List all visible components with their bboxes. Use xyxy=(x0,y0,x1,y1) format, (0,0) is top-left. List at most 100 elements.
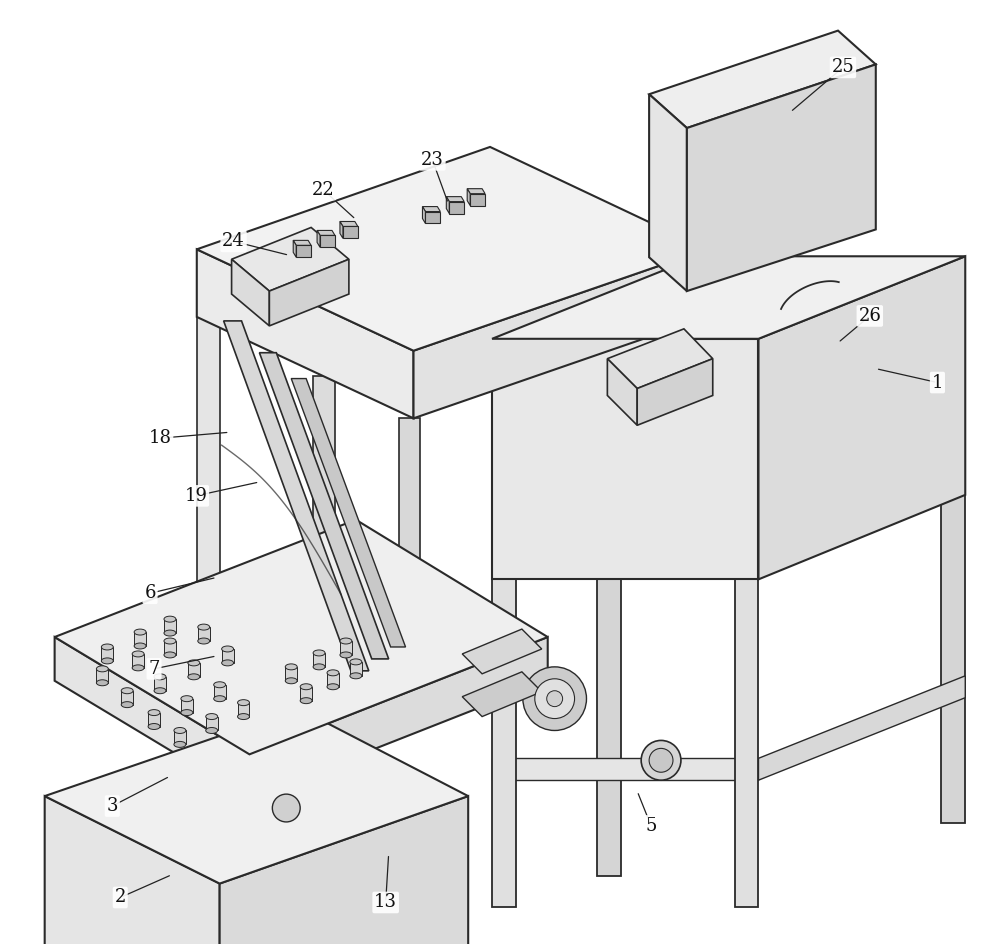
Polygon shape xyxy=(446,197,449,213)
Polygon shape xyxy=(45,708,468,884)
Polygon shape xyxy=(164,641,176,655)
Polygon shape xyxy=(350,662,362,676)
Text: 6: 6 xyxy=(144,584,156,602)
Ellipse shape xyxy=(206,727,218,734)
Text: 26: 26 xyxy=(858,307,881,325)
Polygon shape xyxy=(96,669,108,683)
Polygon shape xyxy=(462,671,542,717)
Ellipse shape xyxy=(313,650,325,656)
Polygon shape xyxy=(174,730,186,744)
Polygon shape xyxy=(269,259,349,326)
Polygon shape xyxy=(649,95,687,291)
Ellipse shape xyxy=(285,664,297,670)
Text: 3: 3 xyxy=(107,797,118,815)
Polygon shape xyxy=(425,211,440,223)
Polygon shape xyxy=(607,329,713,388)
Polygon shape xyxy=(296,245,311,258)
Polygon shape xyxy=(587,341,609,430)
Polygon shape xyxy=(293,241,311,245)
Polygon shape xyxy=(492,339,758,580)
Ellipse shape xyxy=(181,709,193,716)
Circle shape xyxy=(535,679,575,719)
Circle shape xyxy=(547,690,563,706)
Polygon shape xyxy=(343,226,358,239)
Ellipse shape xyxy=(214,682,226,688)
Text: 2: 2 xyxy=(115,888,126,906)
Ellipse shape xyxy=(174,727,186,734)
Ellipse shape xyxy=(181,696,193,702)
Text: 18: 18 xyxy=(149,429,172,447)
Polygon shape xyxy=(687,64,876,291)
Polygon shape xyxy=(224,321,369,670)
Polygon shape xyxy=(222,649,234,663)
Ellipse shape xyxy=(214,696,226,702)
Polygon shape xyxy=(197,249,414,419)
Polygon shape xyxy=(55,520,548,755)
Ellipse shape xyxy=(340,638,352,644)
Polygon shape xyxy=(449,202,464,213)
Ellipse shape xyxy=(198,638,210,644)
Polygon shape xyxy=(181,699,193,712)
Text: 1: 1 xyxy=(932,373,943,391)
Ellipse shape xyxy=(134,643,146,649)
Text: 13: 13 xyxy=(374,893,397,911)
Ellipse shape xyxy=(238,714,249,720)
Polygon shape xyxy=(132,654,144,668)
Ellipse shape xyxy=(174,742,186,747)
Polygon shape xyxy=(198,627,210,641)
Polygon shape xyxy=(941,495,965,823)
Polygon shape xyxy=(492,759,758,780)
Polygon shape xyxy=(285,667,297,681)
Text: 22: 22 xyxy=(312,181,334,199)
Polygon shape xyxy=(327,672,339,687)
Polygon shape xyxy=(340,641,352,655)
Text: 24: 24 xyxy=(222,232,245,250)
Polygon shape xyxy=(649,30,876,128)
Text: 25: 25 xyxy=(832,59,854,77)
Ellipse shape xyxy=(222,660,234,666)
Ellipse shape xyxy=(350,659,362,665)
Polygon shape xyxy=(340,222,343,239)
Ellipse shape xyxy=(350,672,362,679)
Ellipse shape xyxy=(148,709,160,716)
Polygon shape xyxy=(597,547,621,876)
Ellipse shape xyxy=(154,674,166,680)
Polygon shape xyxy=(422,206,425,223)
Ellipse shape xyxy=(164,638,176,644)
Ellipse shape xyxy=(101,658,113,664)
Ellipse shape xyxy=(121,688,133,694)
Polygon shape xyxy=(735,580,758,907)
Polygon shape xyxy=(259,352,389,659)
Polygon shape xyxy=(134,632,146,646)
Ellipse shape xyxy=(101,644,113,650)
Polygon shape xyxy=(148,712,160,726)
Polygon shape xyxy=(637,359,713,425)
Polygon shape xyxy=(422,206,440,211)
Ellipse shape xyxy=(238,700,249,706)
Polygon shape xyxy=(214,685,226,699)
Polygon shape xyxy=(121,690,133,705)
Circle shape xyxy=(523,667,586,730)
Polygon shape xyxy=(313,652,325,667)
Polygon shape xyxy=(758,257,965,580)
Ellipse shape xyxy=(198,624,210,630)
Polygon shape xyxy=(45,796,220,947)
Ellipse shape xyxy=(154,688,166,694)
Ellipse shape xyxy=(285,678,297,684)
Ellipse shape xyxy=(300,698,312,704)
Polygon shape xyxy=(462,629,542,674)
Polygon shape xyxy=(300,687,312,701)
Polygon shape xyxy=(758,676,965,780)
Polygon shape xyxy=(55,637,249,798)
Text: 19: 19 xyxy=(184,487,207,505)
Polygon shape xyxy=(492,580,516,907)
Ellipse shape xyxy=(134,629,146,635)
Ellipse shape xyxy=(96,666,108,671)
Polygon shape xyxy=(446,197,464,202)
Text: 7: 7 xyxy=(148,660,160,678)
Polygon shape xyxy=(467,188,485,193)
Ellipse shape xyxy=(206,714,218,720)
Ellipse shape xyxy=(327,684,339,689)
Ellipse shape xyxy=(132,665,144,670)
Polygon shape xyxy=(232,259,269,326)
